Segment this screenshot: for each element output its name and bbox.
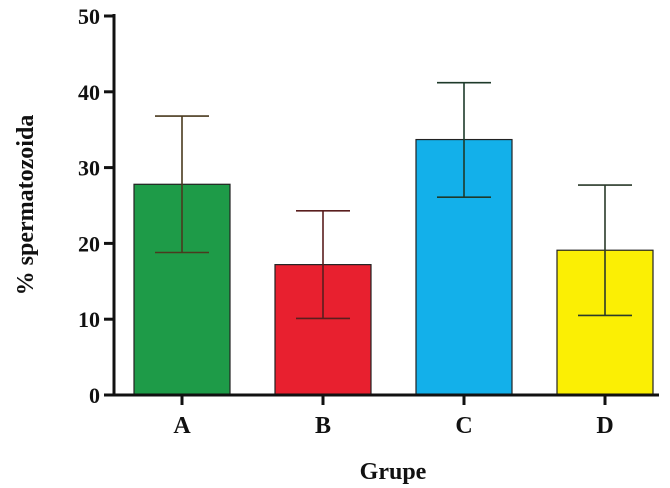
y-tick-label: 40 bbox=[78, 80, 100, 105]
bars-group bbox=[133, 138, 654, 396]
y-tick-label: 20 bbox=[78, 231, 100, 256]
y-tick-label: 0 bbox=[89, 383, 100, 408]
y-tick-label: 10 bbox=[78, 307, 100, 332]
x-axis-category-labels: A B C D bbox=[173, 395, 614, 439]
x-axis-title: Grupe bbox=[360, 459, 427, 485]
error-bars-group bbox=[155, 81, 632, 320]
y-tick-label: 30 bbox=[78, 156, 100, 181]
x-category-label-a: A bbox=[173, 413, 191, 439]
x-category-label-c: C bbox=[455, 413, 472, 439]
x-category-label-d: D bbox=[596, 413, 613, 439]
y-axis-ticks: 0 10 20 30 40 50 bbox=[78, 4, 114, 408]
y-tick-label: 50 bbox=[78, 4, 100, 29]
x-category-label-b: B bbox=[315, 413, 331, 439]
y-axis-title: % spermatozoida bbox=[13, 115, 39, 296]
